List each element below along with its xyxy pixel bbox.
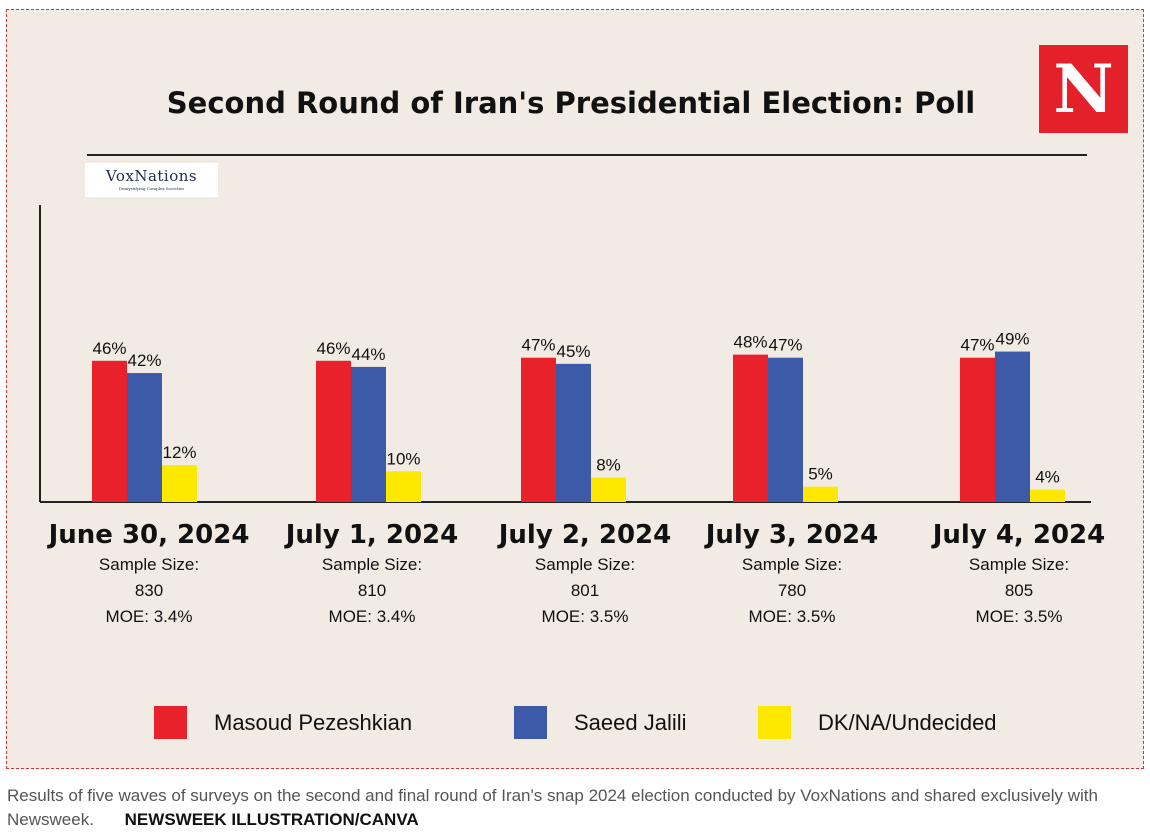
bar-value-label: 46%	[92, 339, 126, 358]
caption-text: Results of five waves of surveys on the …	[7, 786, 1098, 829]
bar-value-label: 47%	[960, 336, 994, 355]
newsweek-logo: N	[1039, 45, 1128, 133]
sample-size-value: 780	[778, 581, 806, 600]
legend-label: DK/NA/Undecided	[818, 710, 997, 735]
sample-size-label: Sample Size:	[969, 555, 1069, 574]
title-divider	[87, 154, 1087, 156]
sample-size-label: Sample Size:	[99, 555, 199, 574]
category-date-label: June 30, 2024	[47, 520, 250, 550]
bar-value-label: 49%	[995, 330, 1029, 349]
image-credit: NEWSWEEK ILLUSTRATION/CANVA	[124, 810, 419, 829]
bar-value-label: 12%	[162, 443, 196, 462]
legend-label: Saeed Jalili	[574, 710, 687, 735]
legend-label: Masoud Pezeshkian	[214, 710, 413, 735]
bar-value-label: 4%	[1035, 468, 1060, 487]
bar-masoud-pezeshkian-2	[521, 357, 556, 502]
bar-dk-na-undecided-2	[591, 477, 626, 502]
category-date-label: July 1, 2024	[284, 520, 458, 550]
voxnations-logo: VoxNations Demystifying Complex Societie…	[85, 163, 218, 197]
voxnations-logo-name: VoxNations	[105, 167, 198, 185]
bar-saeed-jalili-2	[556, 363, 591, 502]
chart-title: Second Round of Iran's Presidential Elec…	[166, 86, 976, 120]
moe-label: MOE: 3.4%	[329, 607, 416, 626]
bar-saeed-jalili-0	[127, 373, 162, 502]
bar-dk-na-undecided-0	[162, 465, 197, 502]
moe-label: MOE: 3.5%	[976, 607, 1063, 626]
sample-size-label: Sample Size:	[322, 555, 422, 574]
category-date-label: July 2, 2024	[497, 520, 671, 550]
bar-masoud-pezeshkian-0	[92, 360, 127, 502]
image-caption: Results of five waves of surveys on the …	[7, 784, 1127, 832]
bar-masoud-pezeshkian-1	[316, 360, 351, 502]
bar-value-label: 42%	[127, 351, 161, 370]
legend-swatch	[758, 706, 791, 739]
legend-swatch	[154, 706, 187, 739]
sample-size-value: 830	[135, 581, 163, 600]
bar-masoud-pezeshkian-4	[960, 357, 995, 502]
bar-dk-na-undecided-3	[803, 486, 838, 502]
bar-saeed-jalili-4	[995, 351, 1030, 502]
bar-value-label: 48%	[733, 333, 767, 352]
bar-masoud-pezeshkian-3	[733, 354, 768, 502]
bar-dk-na-undecided-1	[386, 471, 421, 502]
sample-size-value: 801	[571, 581, 599, 600]
sample-size-value: 805	[1005, 581, 1033, 600]
moe-label: MOE: 3.5%	[749, 607, 836, 626]
chart-figure: Second Round of Iran's Presidential Elec…	[6, 9, 1144, 769]
bar-value-label: 5%	[808, 465, 833, 484]
bar-value-label: 10%	[386, 449, 420, 468]
bar-value-label: 8%	[596, 455, 621, 474]
sample-size-label: Sample Size:	[535, 555, 635, 574]
bar-value-label: 44%	[351, 345, 385, 364]
legend-swatch	[514, 706, 547, 739]
sample-size-label: Sample Size:	[742, 555, 842, 574]
bar-value-label: 47%	[521, 336, 555, 355]
bar-value-label: 45%	[556, 342, 590, 361]
bar-value-label: 47%	[768, 336, 802, 355]
bar-saeed-jalili-3	[768, 357, 803, 502]
category-date-label: July 4, 2024	[931, 520, 1105, 550]
bar-dk-na-undecided-4	[1030, 489, 1065, 502]
moe-label: MOE: 3.4%	[106, 607, 193, 626]
bar-value-label: 46%	[316, 339, 350, 358]
category-date-label: July 3, 2024	[704, 520, 878, 550]
moe-label: MOE: 3.5%	[542, 607, 629, 626]
sample-size-value: 810	[358, 581, 386, 600]
bar-saeed-jalili-1	[351, 366, 386, 502]
voxnations-logo-tagline: Demystifying Complex Societies	[118, 186, 185, 191]
